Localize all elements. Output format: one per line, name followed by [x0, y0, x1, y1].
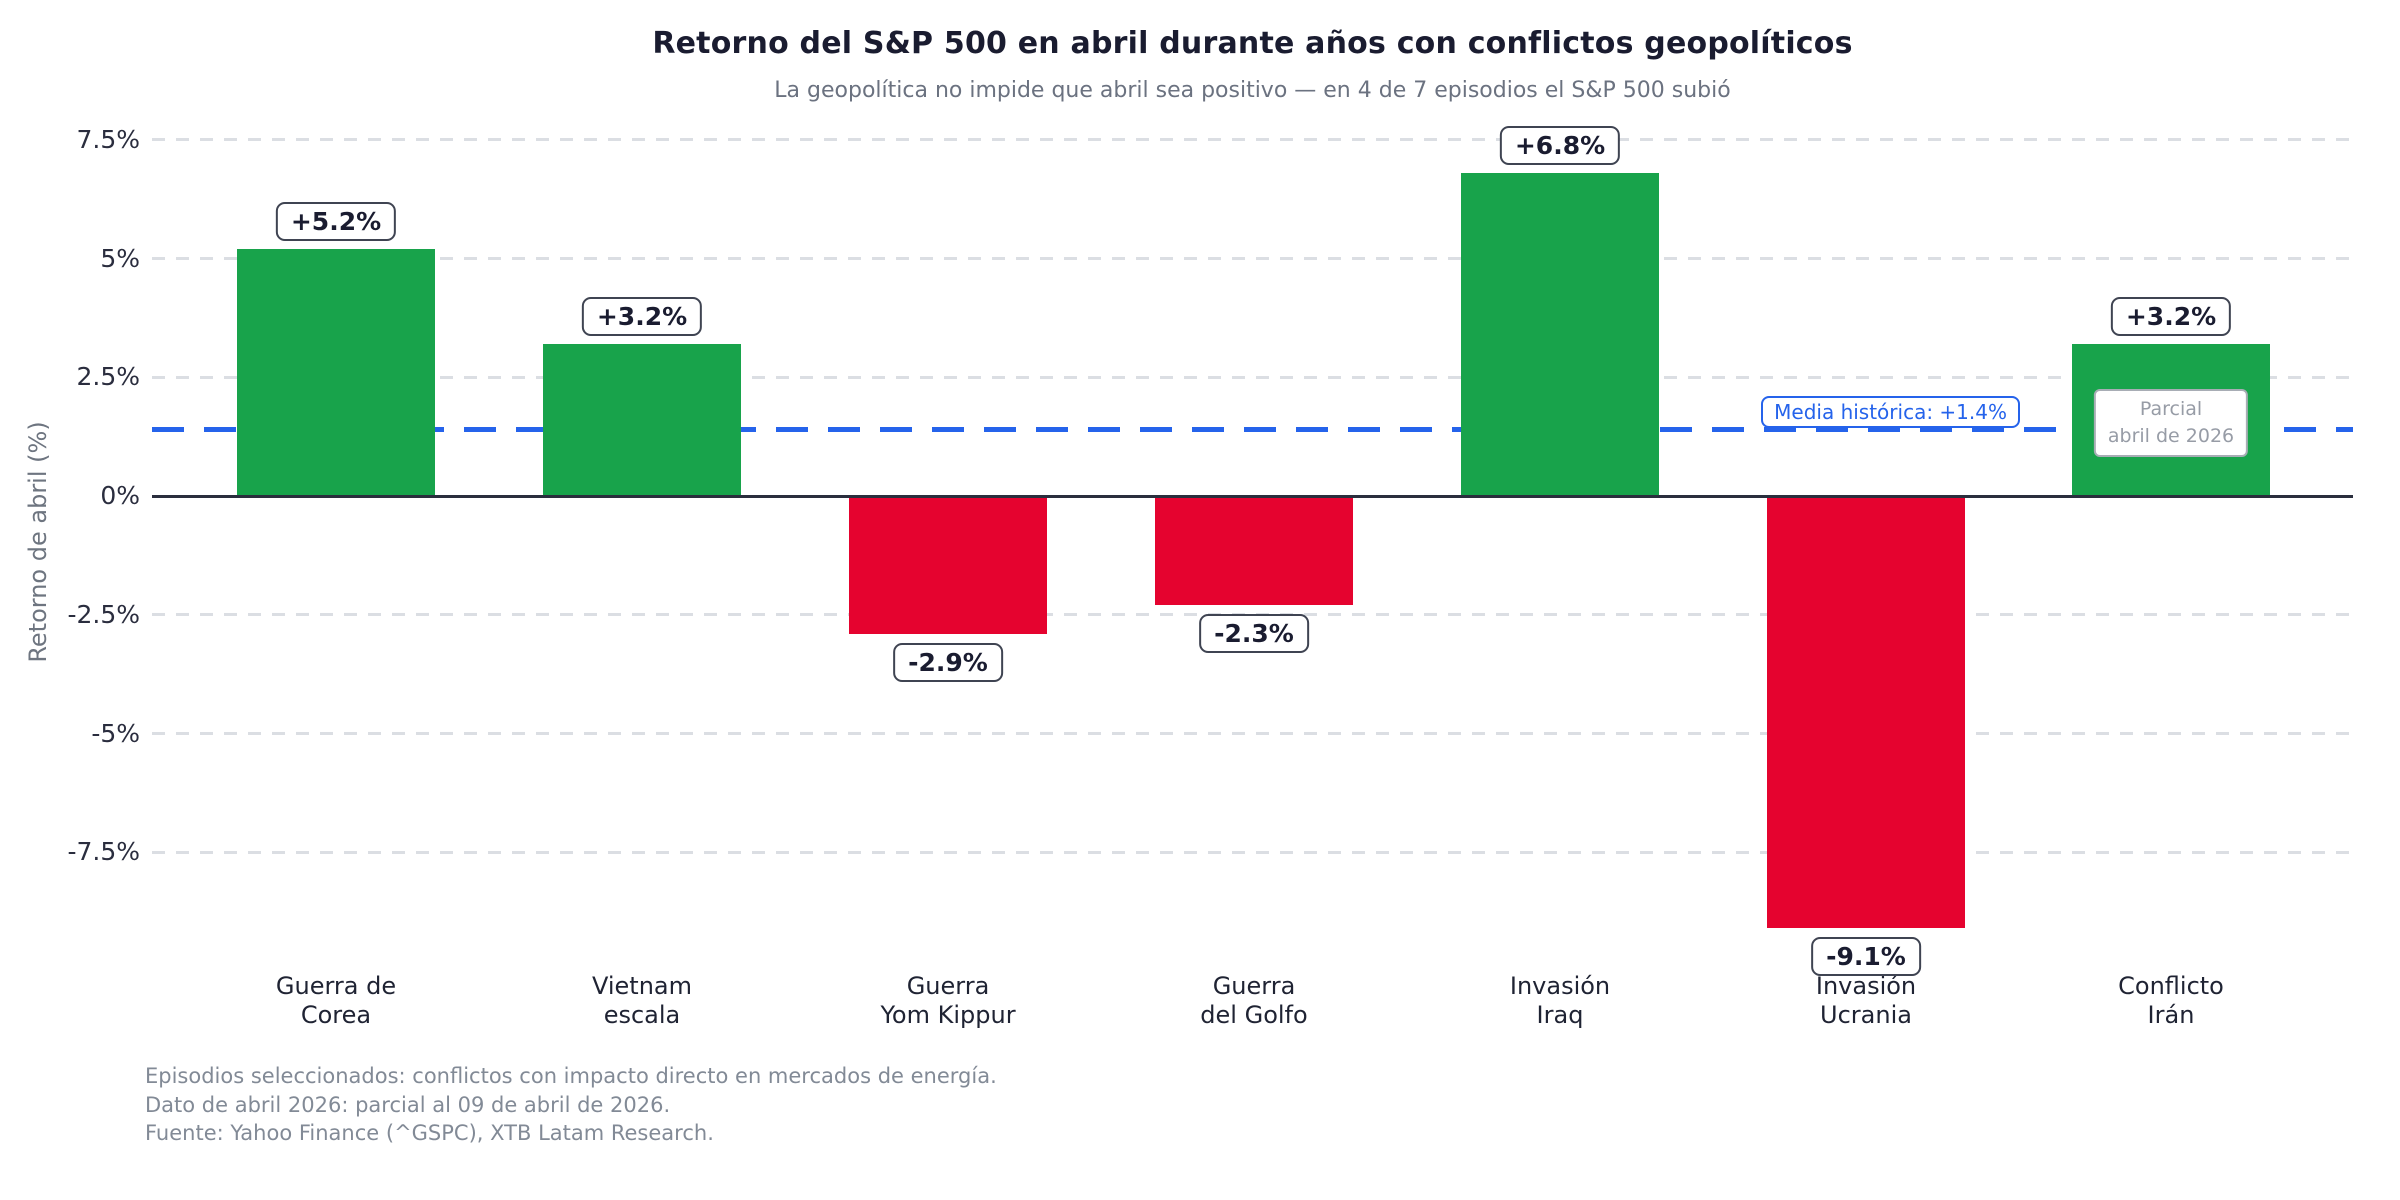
chart-footnotes: Episodios seleccionados: conflictos con …	[145, 1062, 997, 1148]
x-tick-label: Invasión Iraq	[1509, 972, 1611, 1029]
bar-value-label: -2.9%	[893, 642, 1003, 682]
x-tick-label: Guerra de Corea	[275, 972, 397, 1029]
y-tick-label: -7.5%	[67, 837, 140, 867]
chart-subtitle: La geopolítica no impide que abril sea p…	[774, 78, 1731, 103]
bar	[849, 496, 1047, 634]
x-tick-label: Guerra Yom Kippur	[880, 972, 1016, 1029]
gridline	[152, 375, 2353, 379]
footnote-line: Fuente: Yahoo Finance (^GSPC), XTB Latam…	[145, 1121, 714, 1145]
bar	[543, 344, 741, 496]
x-tick-label: Invasión Ucrania	[1815, 972, 1917, 1029]
y-tick-label: 7.5%	[76, 124, 140, 154]
y-tick-label: -5%	[91, 718, 140, 748]
gridline	[152, 138, 2353, 142]
y-tick-label: 5%	[100, 243, 140, 273]
bar	[1461, 173, 1659, 496]
y-tick-label: 0%	[100, 481, 140, 510]
bar-value-label: -2.3%	[1199, 614, 1309, 654]
x-tick-label: Conflicto Irán	[2118, 972, 2224, 1029]
y-tick-label: 2.5%	[76, 362, 140, 392]
partial-april-annotation: Parcial abril de 2026	[2093, 389, 2249, 457]
gridline	[152, 850, 2353, 854]
bar	[237, 249, 435, 496]
footnote-line: Episodios seleccionados: conflictos con …	[145, 1064, 997, 1088]
bar	[1155, 496, 1353, 606]
mean-reference-line	[152, 427, 2353, 432]
bar-value-label: -9.1%	[1811, 937, 1921, 977]
x-tick-label: Guerra del Golfo	[1200, 972, 1308, 1029]
gridline	[152, 257, 2353, 260]
chart-title: Retorno del S&P 500 en abril durante año…	[652, 26, 1853, 61]
bar-value-label: +5.2%	[275, 202, 397, 241]
footnote-line: Dato de abril 2026: parcial al 09 de abr…	[145, 1092, 671, 1117]
bar	[1767, 496, 1965, 929]
mean-line-label: Media histórica: +1.4%	[1761, 395, 2020, 428]
gridline	[152, 732, 2353, 735]
bar-value-label: +3.2%	[2110, 297, 2232, 336]
bar-value-label: +3.2%	[581, 297, 703, 336]
y-tick-label: -2.5%	[67, 599, 140, 629]
x-tick-label: Vietnam escala	[591, 972, 693, 1029]
bar-value-label: +6.8%	[1499, 126, 1621, 165]
x-axis-line	[152, 494, 2353, 498]
